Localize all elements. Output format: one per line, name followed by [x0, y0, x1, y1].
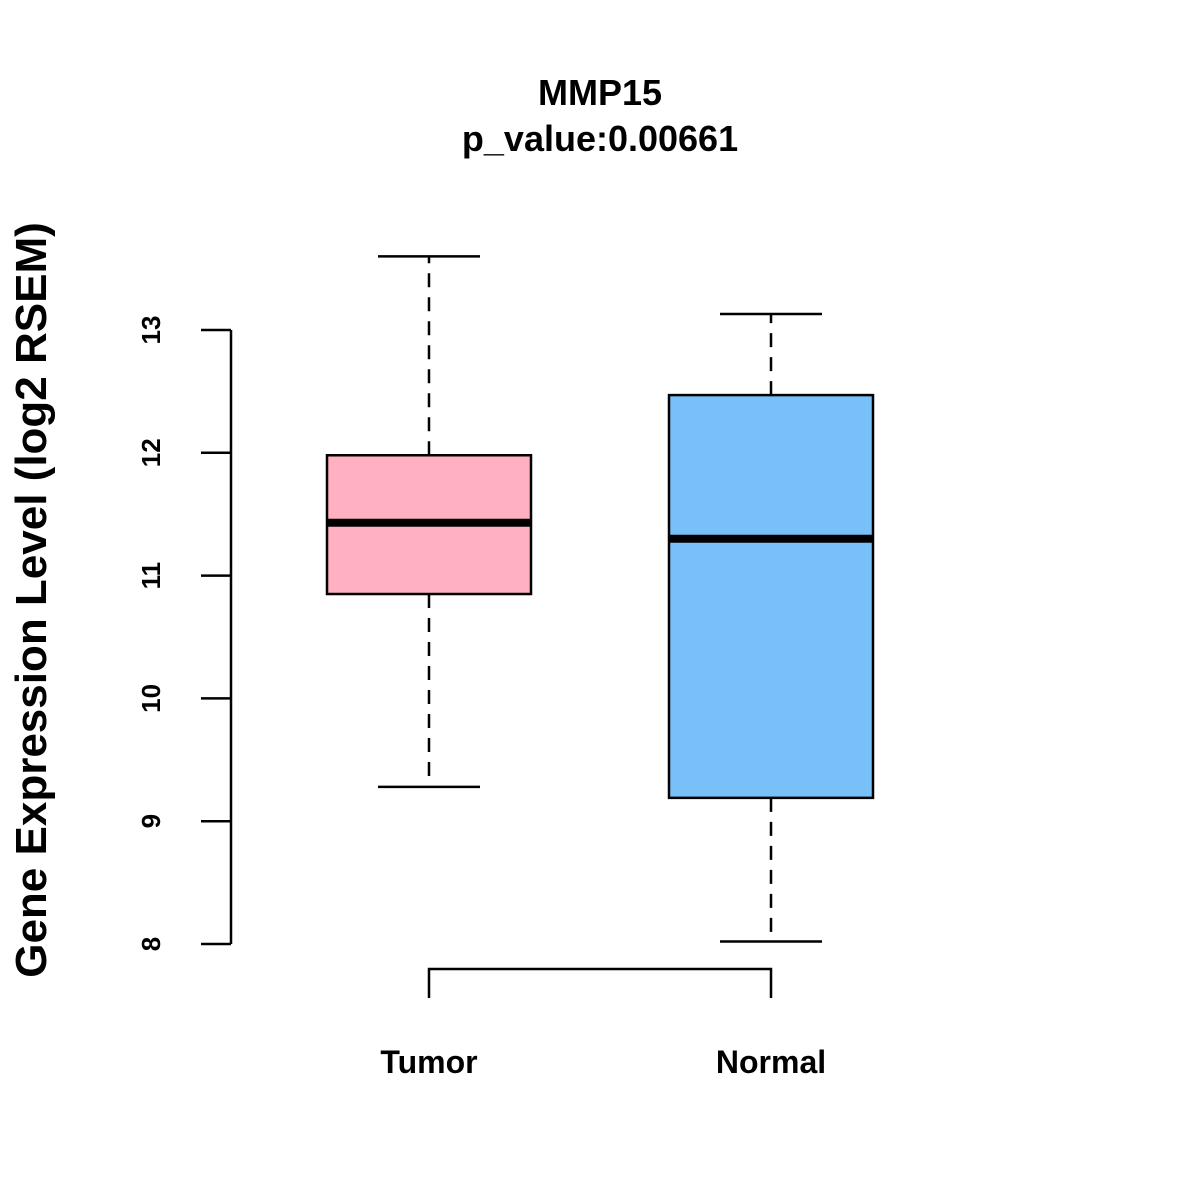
chart-subtitle: p_value:0.00661	[462, 118, 738, 159]
y-tick-label: 9	[136, 814, 166, 828]
bracket-line	[427, 967, 773, 998]
boxes-group	[325, 255, 875, 943]
y-tick-label: 11	[136, 562, 166, 590]
box-tumor	[325, 255, 533, 789]
x-category-label: Tumor	[380, 1044, 477, 1080]
chart-title: MMP15	[538, 72, 662, 113]
y-tick-label: 12	[136, 438, 166, 467]
x-category-labels: Tumor Normal	[380, 1044, 826, 1080]
y-tick-label: 13	[136, 316, 166, 345]
comparison-bracket	[427, 967, 773, 998]
y-axis: 8 9 10 11 12 13	[136, 316, 233, 951]
y-tick-label: 8	[136, 937, 166, 951]
box-normal	[667, 312, 875, 943]
x-category-label: Normal	[716, 1044, 826, 1080]
y-tick-label: 10	[136, 684, 166, 713]
iqr-box	[667, 393, 875, 800]
y-axis-label: Gene Expression Level (log2 RSEM)	[7, 222, 56, 978]
